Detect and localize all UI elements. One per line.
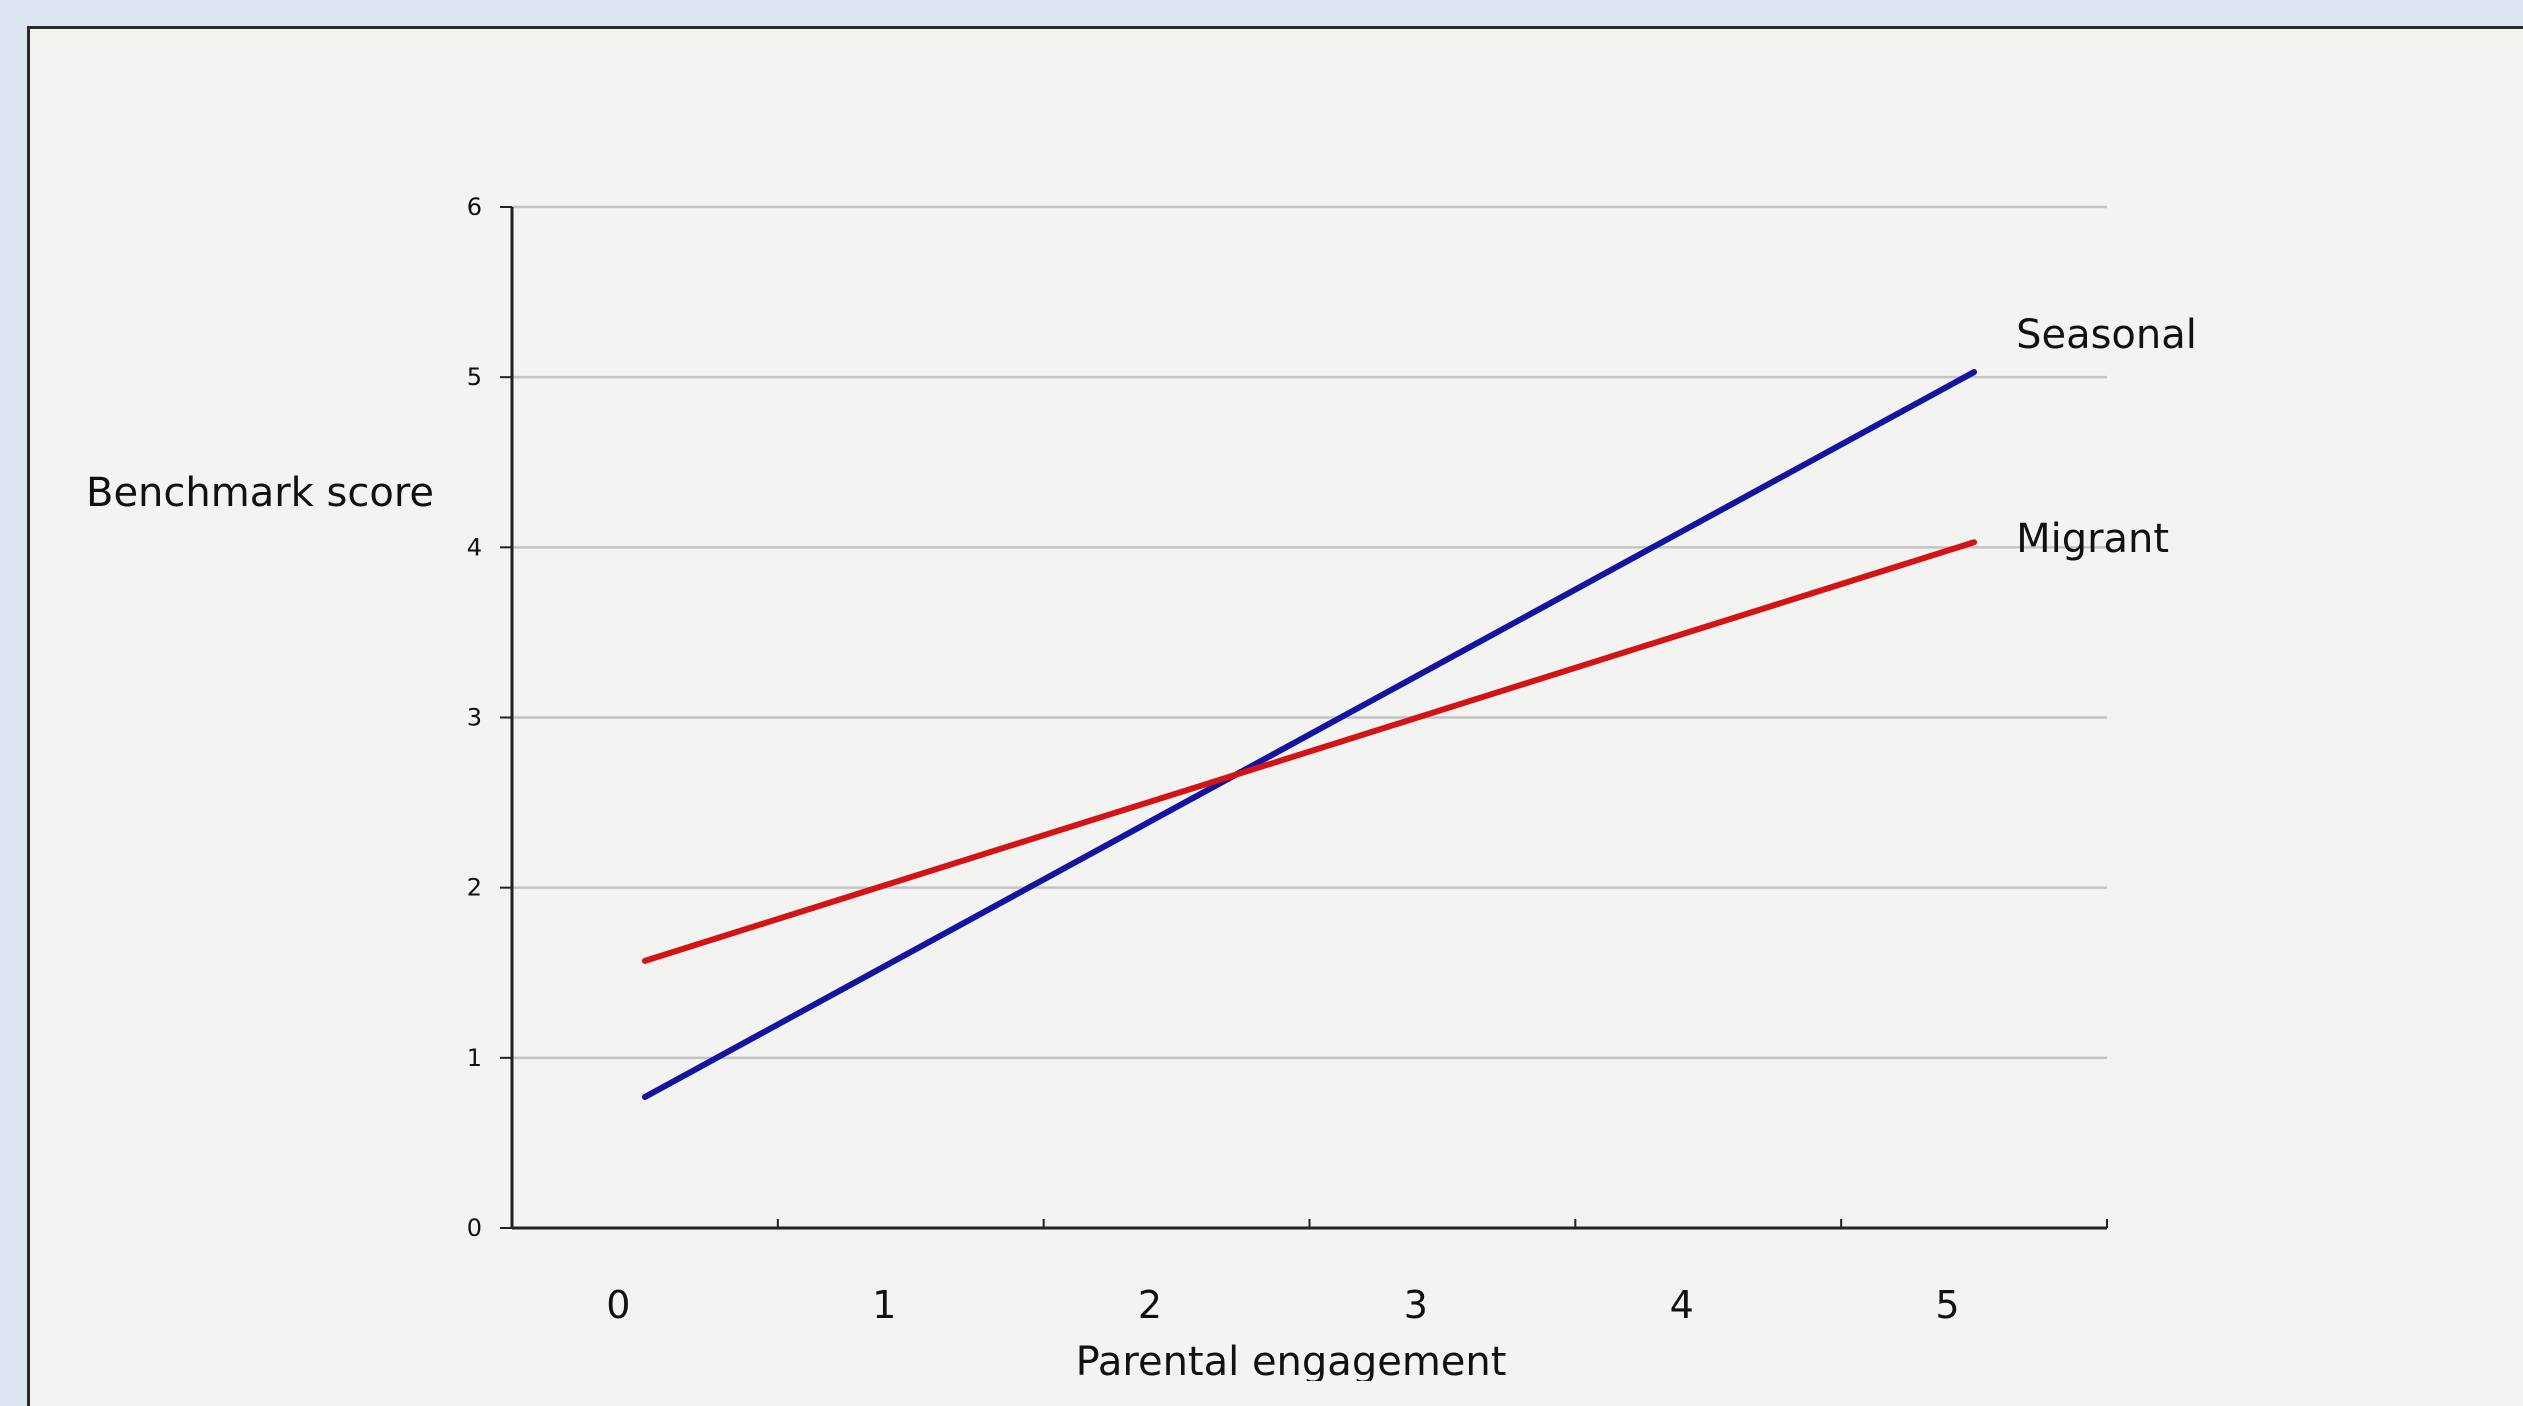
series-line-migrant	[641, 539, 1978, 964]
y-tick-label: 5	[467, 363, 482, 391]
series-label-seasonal: Seasonal	[2016, 312, 2197, 358]
x-axis-label: Parental engagement	[1076, 1339, 1507, 1381]
series-lines	[641, 369, 1978, 1100]
x-tick-label: 0	[606, 1283, 630, 1327]
y-tick-label: 0	[467, 1214, 482, 1242]
y-tick-label: 3	[467, 704, 482, 732]
series-label-migrant: Migrant	[2016, 516, 2169, 562]
x-tick-labels: 0 1 2 3 4 5	[606, 1283, 1959, 1327]
y-tick-label: 2	[467, 874, 482, 902]
y-tick-label: 4	[467, 533, 482, 561]
y-tick-labels: 0 1 2 3 4 5 6	[467, 193, 482, 1242]
chart-frame	[27, 26, 2523, 1406]
y-tick-label: 6	[467, 193, 482, 221]
x-tick-label: 2	[1138, 1283, 1162, 1327]
x-tick-label: 4	[1670, 1283, 1694, 1327]
gridlines	[512, 205, 2107, 1060]
x-tick-label: 1	[872, 1283, 896, 1327]
y-axis-label: Benchmark score	[86, 470, 434, 516]
axes	[500, 206, 2108, 1230]
x-tick-label: 3	[1404, 1283, 1428, 1327]
series-line-seasonal	[641, 369, 1978, 1100]
y-tick-label: 1	[467, 1044, 482, 1072]
x-tick-label: 5	[1935, 1283, 1959, 1327]
series-labels: Seasonal Migrant	[2016, 312, 2197, 562]
